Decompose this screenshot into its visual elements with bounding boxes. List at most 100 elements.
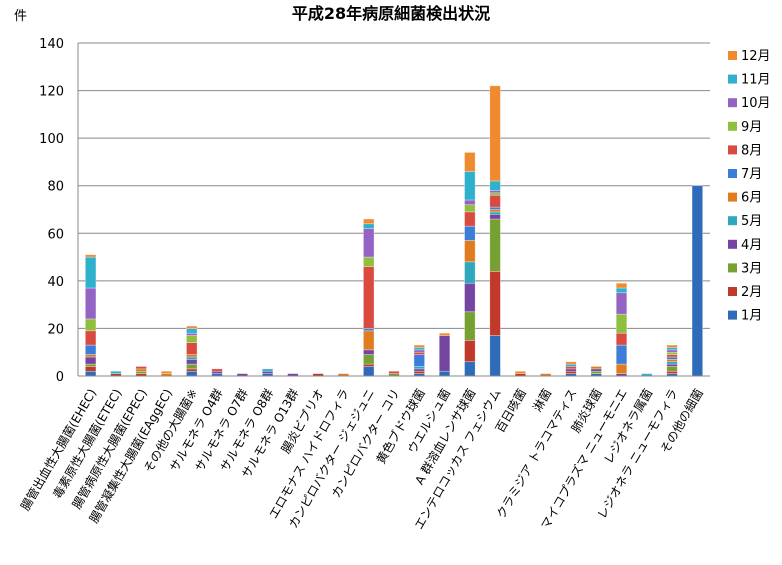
bar-segment [363, 223, 375, 229]
y-tick-label: 120 [39, 85, 64, 100]
bar-segment [363, 328, 375, 332]
legend-swatch [728, 192, 737, 202]
legend-swatch [728, 216, 737, 226]
bar-segment [489, 85, 501, 182]
bar-segment [186, 332, 198, 336]
bar-segment [413, 347, 425, 351]
legend-swatch [728, 169, 737, 178]
bar-segment [363, 228, 375, 258]
bar-stack [514, 370, 527, 377]
bar-segment [261, 368, 274, 372]
bar-segment [85, 356, 97, 365]
bar-segment [489, 218, 501, 272]
bar-segment [489, 213, 501, 220]
bar-segment [565, 366, 577, 370]
bar-segment [110, 370, 122, 374]
bar-stack [691, 185, 703, 377]
bar-segment [514, 370, 527, 374]
y-tick-label: 100 [39, 132, 64, 147]
legend-swatch [728, 239, 737, 249]
legend-swatch [728, 51, 737, 60]
y-tick-label: 0 [56, 370, 64, 385]
bar-segment [590, 370, 602, 374]
bar-stack [464, 152, 476, 377]
bar-segment [489, 271, 501, 336]
legend-label: 10月 [741, 96, 771, 111]
bar-segment [211, 370, 223, 374]
bar-segment [186, 325, 198, 329]
y-tick-label: 60 [47, 227, 64, 242]
legend-label: 6月 [741, 191, 762, 206]
bar-segment [438, 370, 451, 377]
bar-segment [666, 363, 678, 367]
y-tick-labels: 0 20 40 60 80 100 120 140 [39, 37, 64, 385]
legend-label: 1月 [741, 309, 762, 324]
bar-segment [211, 368, 223, 372]
bar-segment [186, 354, 198, 358]
bar-segment [413, 354, 425, 367]
bar-stack [110, 370, 122, 377]
bar-segment [565, 361, 577, 365]
bar-segment [666, 361, 678, 365]
y-tick-label: 40 [47, 275, 64, 290]
bar-segment [666, 356, 678, 360]
bar-segment [666, 344, 678, 348]
x-tick-label: 淋菌 [530, 387, 554, 415]
bar-segment [363, 349, 375, 355]
bar-segment [489, 194, 501, 208]
bar-stack [186, 325, 198, 377]
bar-stack [160, 370, 173, 377]
x-tick-labels: 腸管出血性大腸菌(EHEC)毒素原性大腸菌(ETEC)腸管病原性大腸菌(EPEC… [17, 386, 706, 532]
bar-stack [363, 218, 375, 377]
bar-segment [363, 218, 375, 225]
y-axis-label: 件 [14, 9, 27, 24]
bar-segment [186, 335, 198, 344]
bar-segment [565, 363, 577, 367]
bar-segment [464, 225, 476, 241]
bar-segment [464, 340, 476, 363]
bar-stack [565, 361, 577, 377]
bar-segment [666, 354, 678, 358]
legend-label: 9月 [741, 120, 762, 135]
bar-segment [464, 152, 476, 172]
bar-segment [489, 335, 501, 377]
bar-segment [666, 351, 678, 355]
bar-segment [363, 366, 375, 377]
bar-stack [85, 254, 97, 377]
bar-stack [590, 366, 602, 377]
axes [77, 43, 710, 377]
bar-segment [85, 330, 97, 346]
bar-segment [135, 366, 147, 370]
bar-segment [464, 204, 476, 213]
bar-segment [85, 344, 97, 355]
bar-segment [464, 361, 476, 377]
bar-segment [489, 209, 501, 213]
bar-stack [211, 368, 223, 377]
bar-segment [565, 370, 577, 374]
bar-stack [261, 368, 274, 377]
bar-segment [590, 368, 602, 372]
bar-segment [615, 332, 628, 346]
bar-segment [85, 318, 97, 332]
legend-label: 5月 [741, 214, 762, 229]
bar-segment [615, 363, 628, 374]
legend-label: 12月 [741, 49, 771, 64]
bar-segment [438, 332, 451, 336]
bar-segment [464, 311, 476, 341]
bar-segment [464, 282, 476, 313]
bar-segment [388, 370, 400, 374]
bar-segment [691, 185, 703, 377]
bar-segment [666, 359, 678, 363]
legend: 1月 2月 3月 4月 5月 6月 7月 8月 9月 10月 11月 12月 [728, 49, 771, 324]
legend-label: 11月 [741, 73, 771, 88]
legend-label: 4月 [741, 238, 762, 253]
bar-stack [438, 332, 451, 377]
bar-segment [186, 342, 198, 355]
chart-title: 平成28年病原細菌検出状況 [292, 4, 490, 23]
bar-segment [261, 370, 274, 374]
bar-segment [666, 347, 678, 351]
y-tick-label: 140 [39, 37, 64, 52]
bar-segment [85, 256, 97, 289]
bar-segment [438, 335, 451, 372]
bar-segment [85, 370, 97, 377]
